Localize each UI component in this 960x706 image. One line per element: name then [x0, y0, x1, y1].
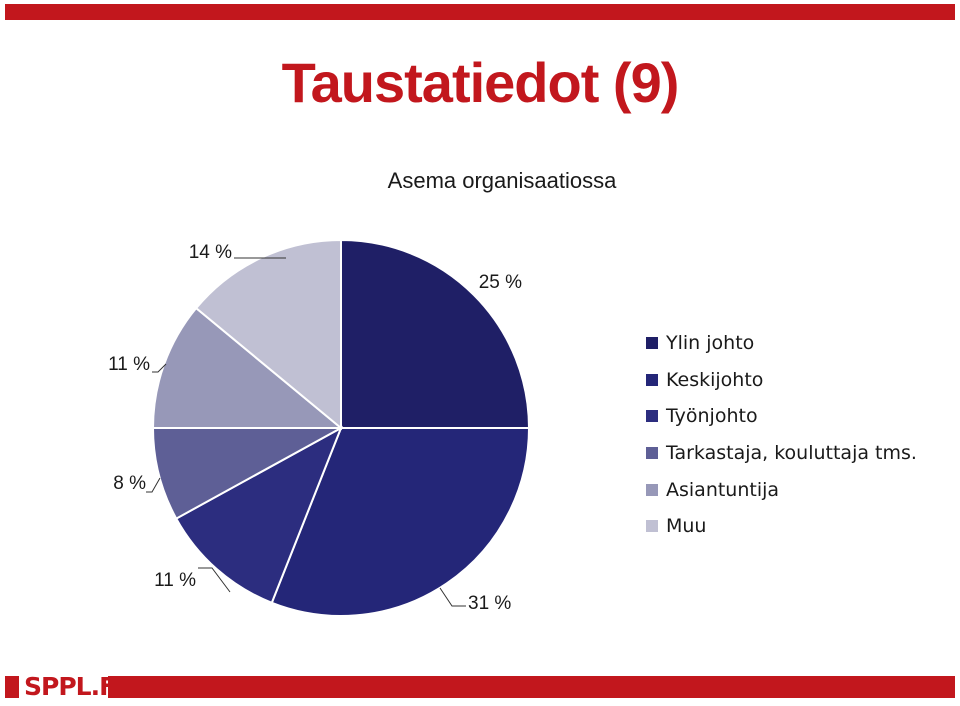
- footer-right-bar: [108, 676, 955, 698]
- legend-swatch: [646, 447, 658, 460]
- slice-label-2: 31 %: [468, 593, 511, 614]
- slide-title: Taustatiedot (9): [281, 51, 680, 114]
- legend-item: Ylin johto: [646, 325, 917, 362]
- legend-swatch: [646, 373, 658, 386]
- pie-slice-2: [270, 427, 531, 617]
- legend-item: Muu: [646, 508, 917, 545]
- pie-slice-3: [174, 425, 343, 605]
- legend-swatch: [646, 483, 658, 496]
- leader-line-4: [146, 477, 161, 493]
- pie-slice-1: [340, 238, 531, 429]
- leader-line-2: [439, 587, 466, 607]
- legend-swatch: [646, 337, 658, 350]
- legend-swatch: [646, 410, 658, 423]
- pie-slice-4: [151, 427, 342, 520]
- pie-slice-5: [151, 306, 344, 429]
- legend-item: Tarkastaja, kouluttaja tms.: [646, 435, 917, 472]
- legend-item: Keskijohto: [646, 362, 917, 399]
- top-accent-bar: [5, 4, 955, 20]
- slice-label-5: 11 %: [108, 354, 150, 375]
- legend-label: Työnjohto: [666, 405, 758, 428]
- slice-label-6: 14 %: [189, 242, 232, 263]
- leader-line-3: [198, 567, 231, 593]
- legend-label: Ylin johto: [666, 332, 755, 355]
- chart-legend: Ylin johto Keskijohto Työnjohto Tarkastaja,…: [646, 325, 917, 545]
- slice-label-4: 8 %: [113, 473, 146, 494]
- footer: SPPL.FI: [0, 672, 960, 706]
- footer-left-bar: [5, 676, 19, 698]
- sppl-logo: SPPL.FI: [24, 672, 124, 701]
- legend-swatch: [646, 520, 658, 533]
- legend-label: Muu: [666, 515, 707, 538]
- chart-title: Asema organisaatiossa: [388, 168, 617, 193]
- slice-label-3: 11 %: [154, 570, 196, 591]
- legend-label: Asiantuntija: [666, 478, 780, 501]
- legend-item: Asiantuntija: [646, 471, 917, 508]
- slice-label-1: 25 %: [479, 272, 522, 293]
- legend-item: Työnjohto: [646, 398, 917, 435]
- legend-label: Tarkastaja, kouluttaja tms.: [666, 442, 917, 465]
- leader-line-5: [152, 363, 167, 373]
- legend-label: Keskijohto: [666, 368, 764, 391]
